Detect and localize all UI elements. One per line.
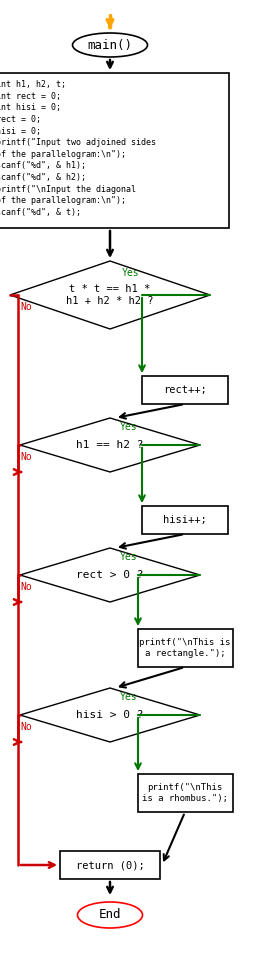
Text: No: No bbox=[20, 582, 32, 592]
Bar bbox=[137, 629, 232, 667]
Ellipse shape bbox=[72, 33, 147, 57]
Text: Yes: Yes bbox=[122, 268, 140, 278]
Text: printf("\nThis is
a rectangle.");: printf("\nThis is a rectangle."); bbox=[139, 638, 231, 657]
Text: return (0);: return (0); bbox=[76, 860, 144, 870]
Polygon shape bbox=[10, 261, 210, 329]
Bar bbox=[137, 774, 232, 812]
Bar bbox=[142, 376, 228, 404]
Polygon shape bbox=[20, 418, 200, 472]
Text: hisi > 0 ?: hisi > 0 ? bbox=[76, 710, 144, 720]
Polygon shape bbox=[20, 548, 200, 602]
Text: main(): main() bbox=[88, 39, 133, 52]
Text: printf("\nThis
is a rhombus.");: printf("\nThis is a rhombus."); bbox=[142, 783, 228, 803]
Polygon shape bbox=[20, 688, 200, 742]
Bar bbox=[142, 506, 228, 534]
Bar bbox=[60, 851, 160, 879]
Text: t * t == h1 *
h1 + h2 * h2 ?: t * t == h1 * h1 + h2 * h2 ? bbox=[66, 284, 154, 306]
Text: No: No bbox=[20, 452, 32, 462]
Text: No: No bbox=[20, 722, 32, 732]
Text: hisi++;: hisi++; bbox=[163, 515, 207, 525]
Text: Yes: Yes bbox=[120, 422, 138, 432]
Text: Yes: Yes bbox=[120, 692, 138, 702]
Text: rect > 0 ?: rect > 0 ? bbox=[76, 570, 144, 580]
Text: rect++;: rect++; bbox=[163, 385, 207, 395]
Text: No: No bbox=[20, 302, 32, 312]
Ellipse shape bbox=[78, 902, 143, 928]
Text: Yes: Yes bbox=[120, 552, 138, 562]
Text: int h1, h2, t;
int rect = 0;
int hisi = 0;
rect = 0;
hisi = 0;
printf("Input two: int h1, h2, t; int rect = 0; int hisi = … bbox=[0, 80, 156, 217]
Bar bbox=[0, 73, 229, 228]
Text: End: End bbox=[99, 909, 121, 921]
Text: h1 == h2 ?: h1 == h2 ? bbox=[76, 440, 144, 450]
